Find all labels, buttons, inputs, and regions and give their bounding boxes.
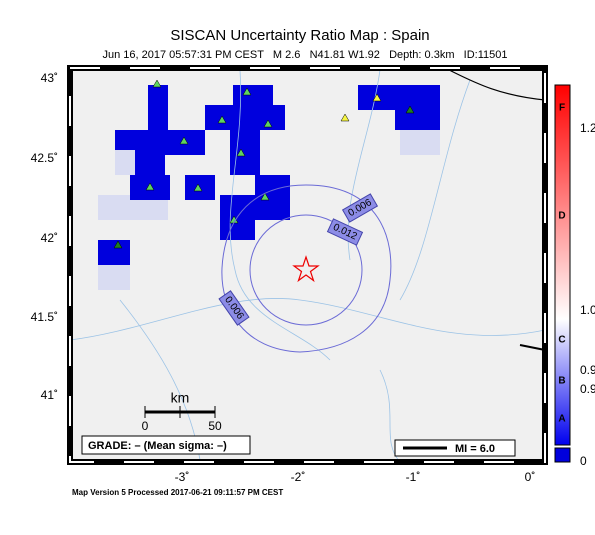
lon-label: 0˚ xyxy=(525,470,536,484)
colorbar-value: 0 xyxy=(580,454,587,468)
grade-letter: B xyxy=(558,376,565,387)
scale-bar xyxy=(144,406,216,418)
colorbar-value: 0.9 xyxy=(580,382,595,396)
scale-title: km xyxy=(171,390,190,406)
border xyxy=(444,67,546,101)
scale-label: 50 xyxy=(208,419,222,433)
colorbar: F D C B A 1.2 1.0 0.9 0.9 0 xyxy=(554,84,595,468)
lat-label: 41˚ xyxy=(41,388,58,402)
footer: Map Version 5 Processed 2017-06-21 09:11… xyxy=(72,488,283,497)
stations xyxy=(113,79,415,249)
lat-label: 41.5˚ xyxy=(31,310,58,324)
lat-label: 42˚ xyxy=(41,231,58,245)
grade-letter: D xyxy=(558,211,565,222)
mi-legend: MI = 6.0 xyxy=(455,443,495,455)
colorbar-value: 1.0 xyxy=(580,303,595,317)
uncertainty-cells xyxy=(98,85,440,290)
colorbar-value: 1.2 xyxy=(580,121,595,135)
epicenter xyxy=(292,255,320,283)
grade: GRADE: – (Mean sigma: –) xyxy=(88,440,227,452)
subtitle: Jun 16, 2017 05:57:31 PM CEST M 2.6 N41.… xyxy=(103,49,508,61)
lon-label: -1˚ xyxy=(406,470,421,484)
colorbar-value: 0.9 xyxy=(580,363,595,377)
title: SISCAN Uncertainty Ratio Map : Spain xyxy=(170,27,429,44)
lon-label: -2˚ xyxy=(291,470,306,484)
grade-letter: A xyxy=(558,414,565,425)
lat-labels: 43˚ 42.5˚ 42˚ 41.5˚ 41˚ xyxy=(31,71,58,402)
lat-label: 43˚ xyxy=(41,71,58,85)
lat-label: 42.5˚ xyxy=(31,151,58,165)
map: 0.006 0.012 0.006 km 0 50 GRADE: – (Mean… xyxy=(67,65,548,465)
coastline xyxy=(519,344,546,351)
grade-letter: C xyxy=(558,335,565,346)
grade-letter: F xyxy=(559,103,565,114)
contours xyxy=(221,184,392,353)
lon-labels: -3˚ -2˚ -1˚ 0˚ xyxy=(175,470,536,484)
scale-label: 0 xyxy=(142,419,149,433)
lon-label: -3˚ xyxy=(175,470,190,484)
